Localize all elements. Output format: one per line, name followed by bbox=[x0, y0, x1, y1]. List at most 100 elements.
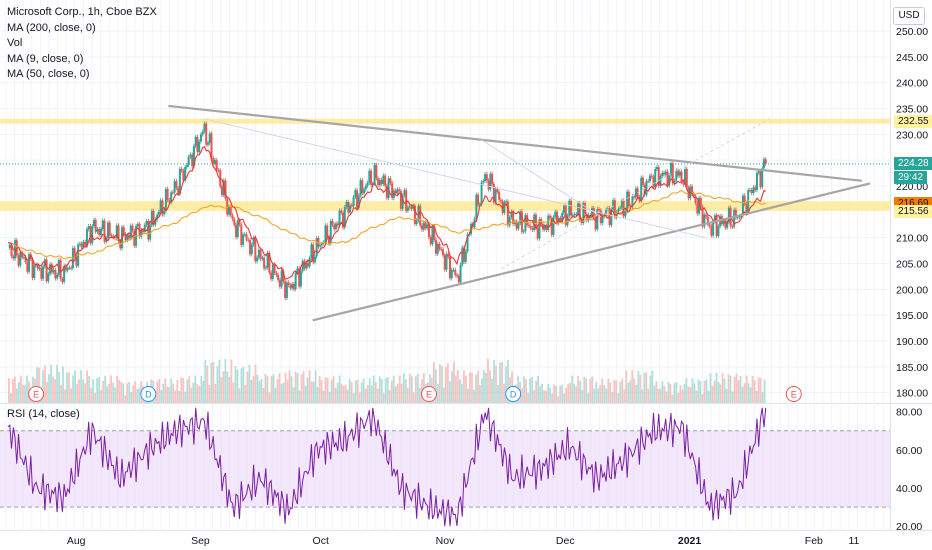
candle-body bbox=[21, 252, 24, 258]
candle-body bbox=[726, 222, 729, 228]
candle-body bbox=[708, 224, 711, 227]
candle-body bbox=[315, 238, 318, 257]
volume-bar bbox=[695, 390, 698, 403]
currency-button[interactable]: USD bbox=[893, 7, 925, 25]
candle-body bbox=[235, 224, 238, 238]
event-marker-E[interactable]: E bbox=[420, 386, 437, 402]
price-tick-label: 240.00 bbox=[896, 78, 928, 90]
volume-bar bbox=[126, 383, 129, 403]
volume-bar bbox=[122, 383, 125, 403]
candle-body bbox=[347, 201, 350, 213]
candle-body bbox=[584, 203, 587, 215]
volume-bar bbox=[260, 379, 263, 403]
volume-bar bbox=[118, 379, 121, 403]
volume-bar bbox=[549, 387, 552, 403]
candle-body bbox=[364, 185, 367, 190]
volume-bar bbox=[725, 388, 728, 403]
candle-body bbox=[213, 160, 216, 165]
event-marker-D[interactable]: D bbox=[505, 386, 522, 402]
volume-bar bbox=[270, 376, 273, 403]
volume-bar bbox=[663, 386, 666, 403]
volume-bar bbox=[703, 381, 706, 403]
volume-bar bbox=[56, 364, 58, 403]
candle-body bbox=[199, 134, 202, 142]
candle-body bbox=[627, 191, 630, 207]
candle-body bbox=[434, 239, 437, 254]
event-marker-E[interactable]: E bbox=[28, 386, 45, 402]
volume-bar bbox=[312, 381, 315, 403]
candle-body bbox=[66, 267, 69, 271]
volume-bar bbox=[412, 392, 415, 403]
volume-bar bbox=[723, 378, 726, 403]
volume-bar bbox=[104, 375, 107, 403]
candle-body bbox=[482, 181, 485, 183]
candle-body bbox=[313, 256, 316, 263]
candle-body bbox=[310, 244, 313, 258]
candle-body bbox=[556, 211, 559, 224]
volume-bar bbox=[599, 385, 602, 403]
candle-body bbox=[550, 217, 553, 235]
candle-body bbox=[278, 280, 281, 287]
volume-bar bbox=[657, 388, 660, 403]
candle-body bbox=[143, 224, 146, 233]
candle-body bbox=[28, 254, 31, 272]
candle-body bbox=[142, 230, 145, 233]
volume-bar bbox=[603, 385, 606, 403]
volume-bar bbox=[579, 380, 582, 403]
time-tick-label: Nov bbox=[436, 535, 455, 547]
candle-body bbox=[506, 201, 509, 226]
volume-bar bbox=[208, 384, 211, 403]
candle-body bbox=[427, 224, 430, 238]
price-tick-label: 195.00 bbox=[896, 310, 928, 322]
candle-body bbox=[643, 184, 646, 195]
volume-bar bbox=[222, 371, 225, 403]
candle-body bbox=[666, 171, 669, 186]
volume-bar bbox=[302, 371, 305, 403]
candle-body bbox=[641, 177, 644, 185]
candle-body bbox=[133, 230, 136, 246]
candle-body bbox=[194, 136, 197, 147]
volume-bar bbox=[268, 392, 271, 403]
volume-bar bbox=[699, 381, 702, 403]
candle-body bbox=[734, 209, 737, 218]
rsi-legend[interactable]: RSI (14, close) bbox=[7, 408, 80, 420]
volume-bar bbox=[12, 379, 14, 403]
event-marker-E[interactable]: E bbox=[785, 386, 802, 402]
volume-bar bbox=[406, 387, 409, 403]
candle-body bbox=[182, 170, 185, 181]
volume-bar bbox=[272, 374, 275, 403]
volume-bar bbox=[52, 376, 54, 403]
volume-bar bbox=[354, 380, 357, 403]
candle-body bbox=[684, 168, 687, 185]
volume-bar bbox=[384, 378, 387, 403]
volume-bar bbox=[503, 383, 505, 403]
legend-ma9[interactable]: MA (9, close, 0) bbox=[7, 52, 84, 65]
volume-bar bbox=[252, 376, 255, 403]
candle-body bbox=[326, 225, 329, 238]
candle-body bbox=[673, 180, 676, 184]
volume-bar bbox=[288, 370, 291, 403]
candle-body bbox=[163, 211, 166, 215]
candle-body bbox=[654, 168, 657, 188]
volume-bar bbox=[527, 392, 529, 403]
legend-title[interactable]: Microsoft Corp., 1h, Cboe BZX bbox=[7, 6, 157, 18]
volume-bar bbox=[547, 383, 550, 403]
legend-ma200[interactable]: MA (200, close, 0) bbox=[7, 21, 96, 34]
volume-bar bbox=[481, 378, 483, 403]
candle-body bbox=[703, 214, 706, 227]
candle-body bbox=[250, 244, 253, 255]
event-marker-D[interactable]: D bbox=[140, 386, 157, 402]
volume-bar bbox=[186, 379, 189, 403]
volume-bar bbox=[74, 370, 76, 403]
legend-ma50[interactable]: MA (50, close, 0) bbox=[7, 68, 90, 80]
candle-body bbox=[140, 230, 143, 237]
candle-body bbox=[245, 234, 248, 240]
candle-body bbox=[631, 196, 634, 207]
legend-vol[interactable]: Vol bbox=[7, 37, 23, 49]
volume-bar bbox=[362, 378, 365, 403]
volume-bar bbox=[396, 383, 399, 403]
candle-body bbox=[485, 174, 488, 181]
volume-bar bbox=[328, 391, 331, 403]
